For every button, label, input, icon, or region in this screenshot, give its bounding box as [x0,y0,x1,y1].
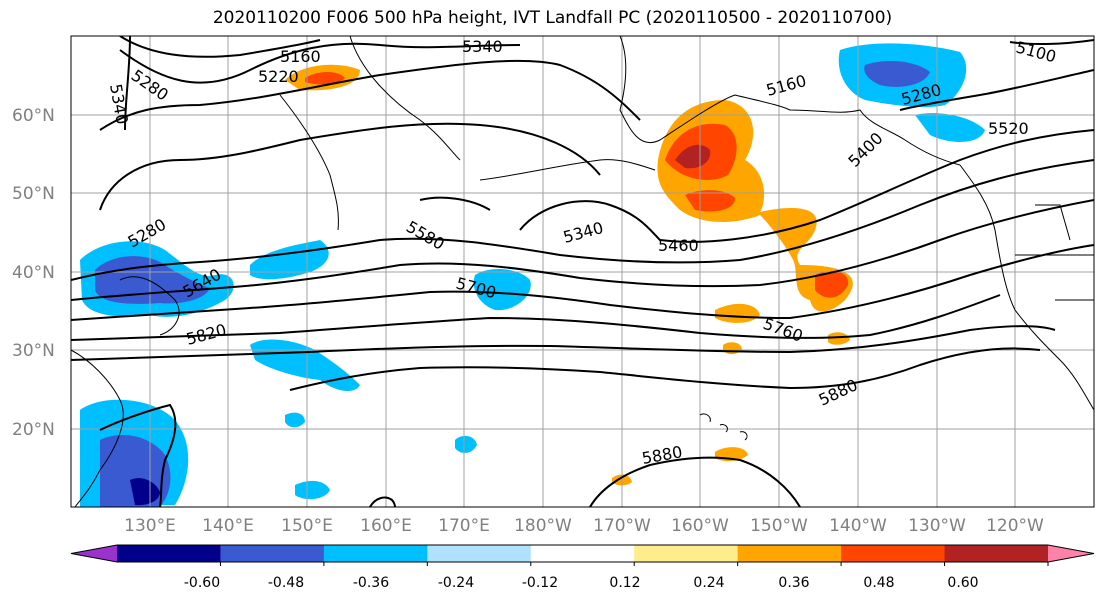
strong-positive-anomaly-region [305,72,345,85]
graticule [71,36,1094,507]
peak-positive-anomaly-region [675,144,711,169]
lon-label: 140°W [829,516,887,536]
lat-label: 60°N [12,106,55,126]
colorbar [70,544,1095,563]
colorbar-ticks: -0.60 -0.48 -0.36 -0.24 -0.12 0.12 0.24 … [184,562,1049,591]
negative-anomaly-region [473,268,531,311]
lon-label: 170°W [593,516,651,536]
lon-label: 180°W [514,516,572,536]
colorbar-extend-min [71,545,117,562]
lon-label: 150°E [281,516,333,536]
height-contours [71,36,1094,507]
contour-label: 5340 [462,37,503,56]
colorbar-tick-label: 0.12 [609,575,640,591]
hawaii-islands [699,413,748,441]
map-border [70,35,1095,508]
peak-negative-anomaly-region [130,478,160,506]
colorbar-segment [117,545,221,562]
strong-negative-anomaly-region [95,256,210,304]
lon-label: 140°E [202,516,254,536]
colorbar-segment [427,545,532,562]
colorbar-segment [841,545,946,562]
lat-label: 30°N [12,341,55,361]
negative-anomaly-region [915,113,985,142]
colorbar-segment [220,545,325,562]
colorbar-tick-label: -0.24 [438,575,474,591]
lon-label: 130°E [124,516,176,536]
colorbar-segment [530,545,635,562]
positive-anomaly-region [815,271,849,298]
japan-coast [119,276,180,336]
contour-label: 5460 [658,236,699,255]
negative-anomaly-region [285,412,305,428]
contour-label: 5520 [988,119,1029,138]
aleutian-chain [479,159,656,181]
negative-anomaly-region [455,435,477,453]
colorbar-tick-label: 0.48 [863,575,894,591]
lon-label: 120°W [986,516,1044,536]
lat-label: 20°N [12,420,55,440]
colorbar-tick-label: -0.60 [184,575,220,591]
colorbar-tick-label: -0.12 [522,575,558,591]
lon-label: 150°W [750,516,808,536]
coastlines [71,36,1094,507]
positive-anomaly-region [715,303,760,323]
ivt-shading [80,43,985,507]
lat-label: 40°N [12,263,55,283]
lat-label: 50°N [12,184,55,204]
colorbar-segment [634,545,739,562]
positive-anomaly-region [685,190,735,212]
contour-label: 5160 [280,47,321,66]
colorbar-tick-label: -0.48 [268,575,304,591]
colorbar-tick-label: 0.24 [693,575,724,591]
lon-label: 130°W [908,516,966,536]
lon-label: 160°W [671,516,729,536]
latitude-labels: 60°N 50°N 40°N 30°N 20°N [12,106,55,440]
lon-label: 160°E [360,516,412,536]
map-title: 2020110200 F006 500 hPa height, IVT Land… [212,8,893,28]
lon-label: 170°E [438,516,490,536]
contour-label: 5220 [258,67,299,86]
siberia-coast [349,36,461,161]
colorbar-tick-label: 0.36 [778,575,809,591]
colorbar-segment [944,545,1049,562]
colorbar-extend-max [1048,545,1094,562]
negative-anomaly-region [295,480,330,500]
colorbar-segment [737,545,842,562]
positive-anomaly-region [828,332,850,345]
longitude-labels: 130°E 140°E 150°E 160°E 170°E 180°W 170°… [124,516,1044,536]
colorbar-outline [70,544,1095,563]
colorbar-tick-label: -0.36 [353,575,389,591]
kamchatka-coast [279,94,339,231]
colorbar-tick-label: 0.60 [947,575,978,591]
alaska-coast [619,36,961,166]
north-america-west-coast [959,164,1094,411]
colorbar-segment [323,545,428,562]
strong-negative-anomaly-region [864,60,930,87]
asia-coast [71,349,124,507]
us-borders [1015,204,1094,301]
